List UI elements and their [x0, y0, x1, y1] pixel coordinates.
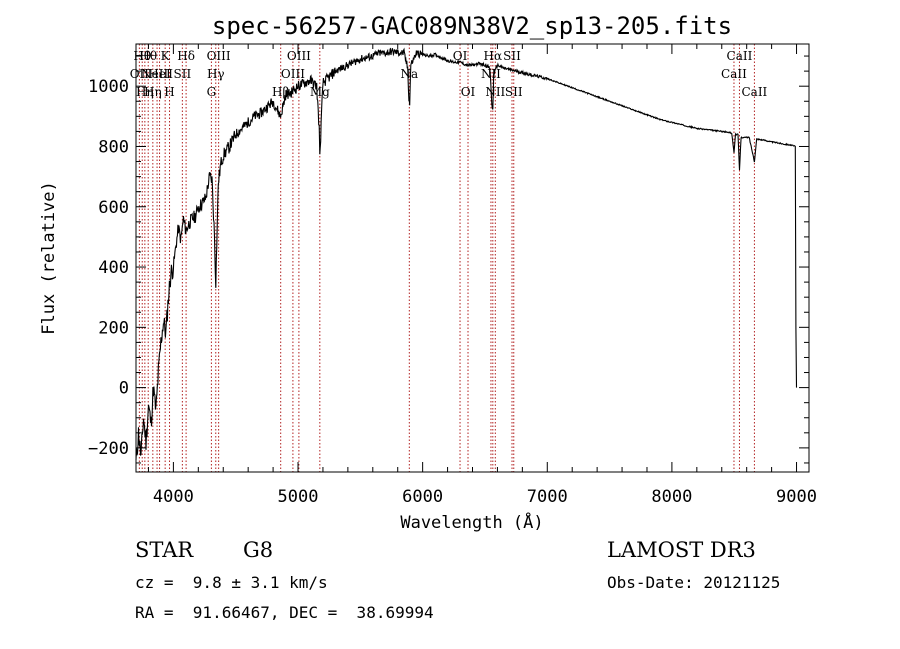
spectral-line-label: SII — [505, 85, 523, 99]
x-tick-label: 6000 — [402, 487, 443, 507]
redshift-value: cz = 9.8 ± 3.1 km/s — [135, 573, 328, 592]
spectral-line-label: Na — [400, 67, 418, 81]
y-tick-label: −200 — [88, 439, 129, 459]
spectral-line-label: OI — [453, 49, 468, 63]
spectral-line-label: Hθ — [133, 49, 151, 63]
y-tick-label: 200 — [98, 318, 129, 338]
y-tick-label: 800 — [98, 137, 129, 157]
spectral-line-label: OIII — [287, 49, 311, 63]
spectral-line-label: G — [207, 85, 217, 99]
x-axis-label: Wavelength (Å) — [400, 511, 543, 533]
spectral-line-label: Hθ — [139, 49, 157, 63]
spectral-line-label: Hβ — [272, 85, 289, 99]
spectral-line-label: Mg — [310, 85, 330, 99]
spectrum-line — [135, 47, 798, 460]
x-tick-label: 8000 — [651, 487, 692, 507]
x-tick-label: 4000 — [153, 487, 194, 507]
spectral-line-label: OIII — [281, 67, 305, 81]
spectral-line-label: CaII — [741, 85, 767, 99]
coordinates: RA = 91.66467, DEC = 38.69994 — [135, 603, 434, 622]
spectral-line-label: SII — [503, 49, 521, 63]
spectral-line-label: HeI — [148, 67, 171, 81]
spectral-line-labels: OIIHθHηHθHηNeIIIHeIKHSIIHδGHγOIIIHβOIIIO… — [130, 49, 768, 99]
x-tick-label: 5000 — [278, 487, 319, 507]
y-tick-label: 0 — [119, 379, 129, 399]
spectral-line-label: Hα — [484, 49, 503, 63]
spectral-line-label: NeIII — [141, 67, 173, 81]
spectral-line-label: NII — [485, 85, 505, 99]
object-subclass: G8 — [243, 538, 274, 562]
plot-frame — [135, 43, 810, 473]
x-tick-label: 7000 — [527, 487, 568, 507]
y-axis-label: Flux (relative) — [39, 181, 59, 335]
observation-date: Obs-Date: 20121125 — [607, 573, 781, 592]
x-tick-label: 9000 — [776, 487, 817, 507]
axis-ticks: 4000 5000 6000 7000 8000 9000 −200 0 200 400 600 80… — [88, 44, 817, 507]
spectral-line-label: OII — [130, 67, 150, 81]
spectral-line-label: K — [161, 49, 171, 63]
object-class: STAR — [135, 538, 194, 562]
spectral-line-label: Hγ — [207, 67, 225, 81]
spectral-line-label: Hδ — [177, 49, 195, 63]
chart-title: spec-56257-GAC089N38V2_sp13-205.fits — [212, 12, 732, 40]
spectral-line-label: Hη — [136, 85, 154, 99]
spectral-line-label: CaII — [727, 49, 753, 63]
spectral-line-label: OIII — [207, 49, 231, 63]
spectral-line-label: SII — [174, 67, 192, 81]
spectral-line-markers — [138, 44, 755, 472]
spectral-line-label: H — [164, 85, 174, 99]
spectral-line-label: OI — [461, 85, 476, 99]
y-tick-label: 600 — [98, 198, 129, 218]
spectral-line-label: NII — [481, 67, 501, 81]
y-tick-label: 400 — [98, 258, 129, 278]
y-tick-label: 1000 — [88, 77, 129, 97]
survey-name: LAMOST DR3 — [607, 538, 756, 562]
spectral-line-label: Hη — [144, 85, 162, 99]
spectral-line-label: CaII — [721, 67, 747, 81]
